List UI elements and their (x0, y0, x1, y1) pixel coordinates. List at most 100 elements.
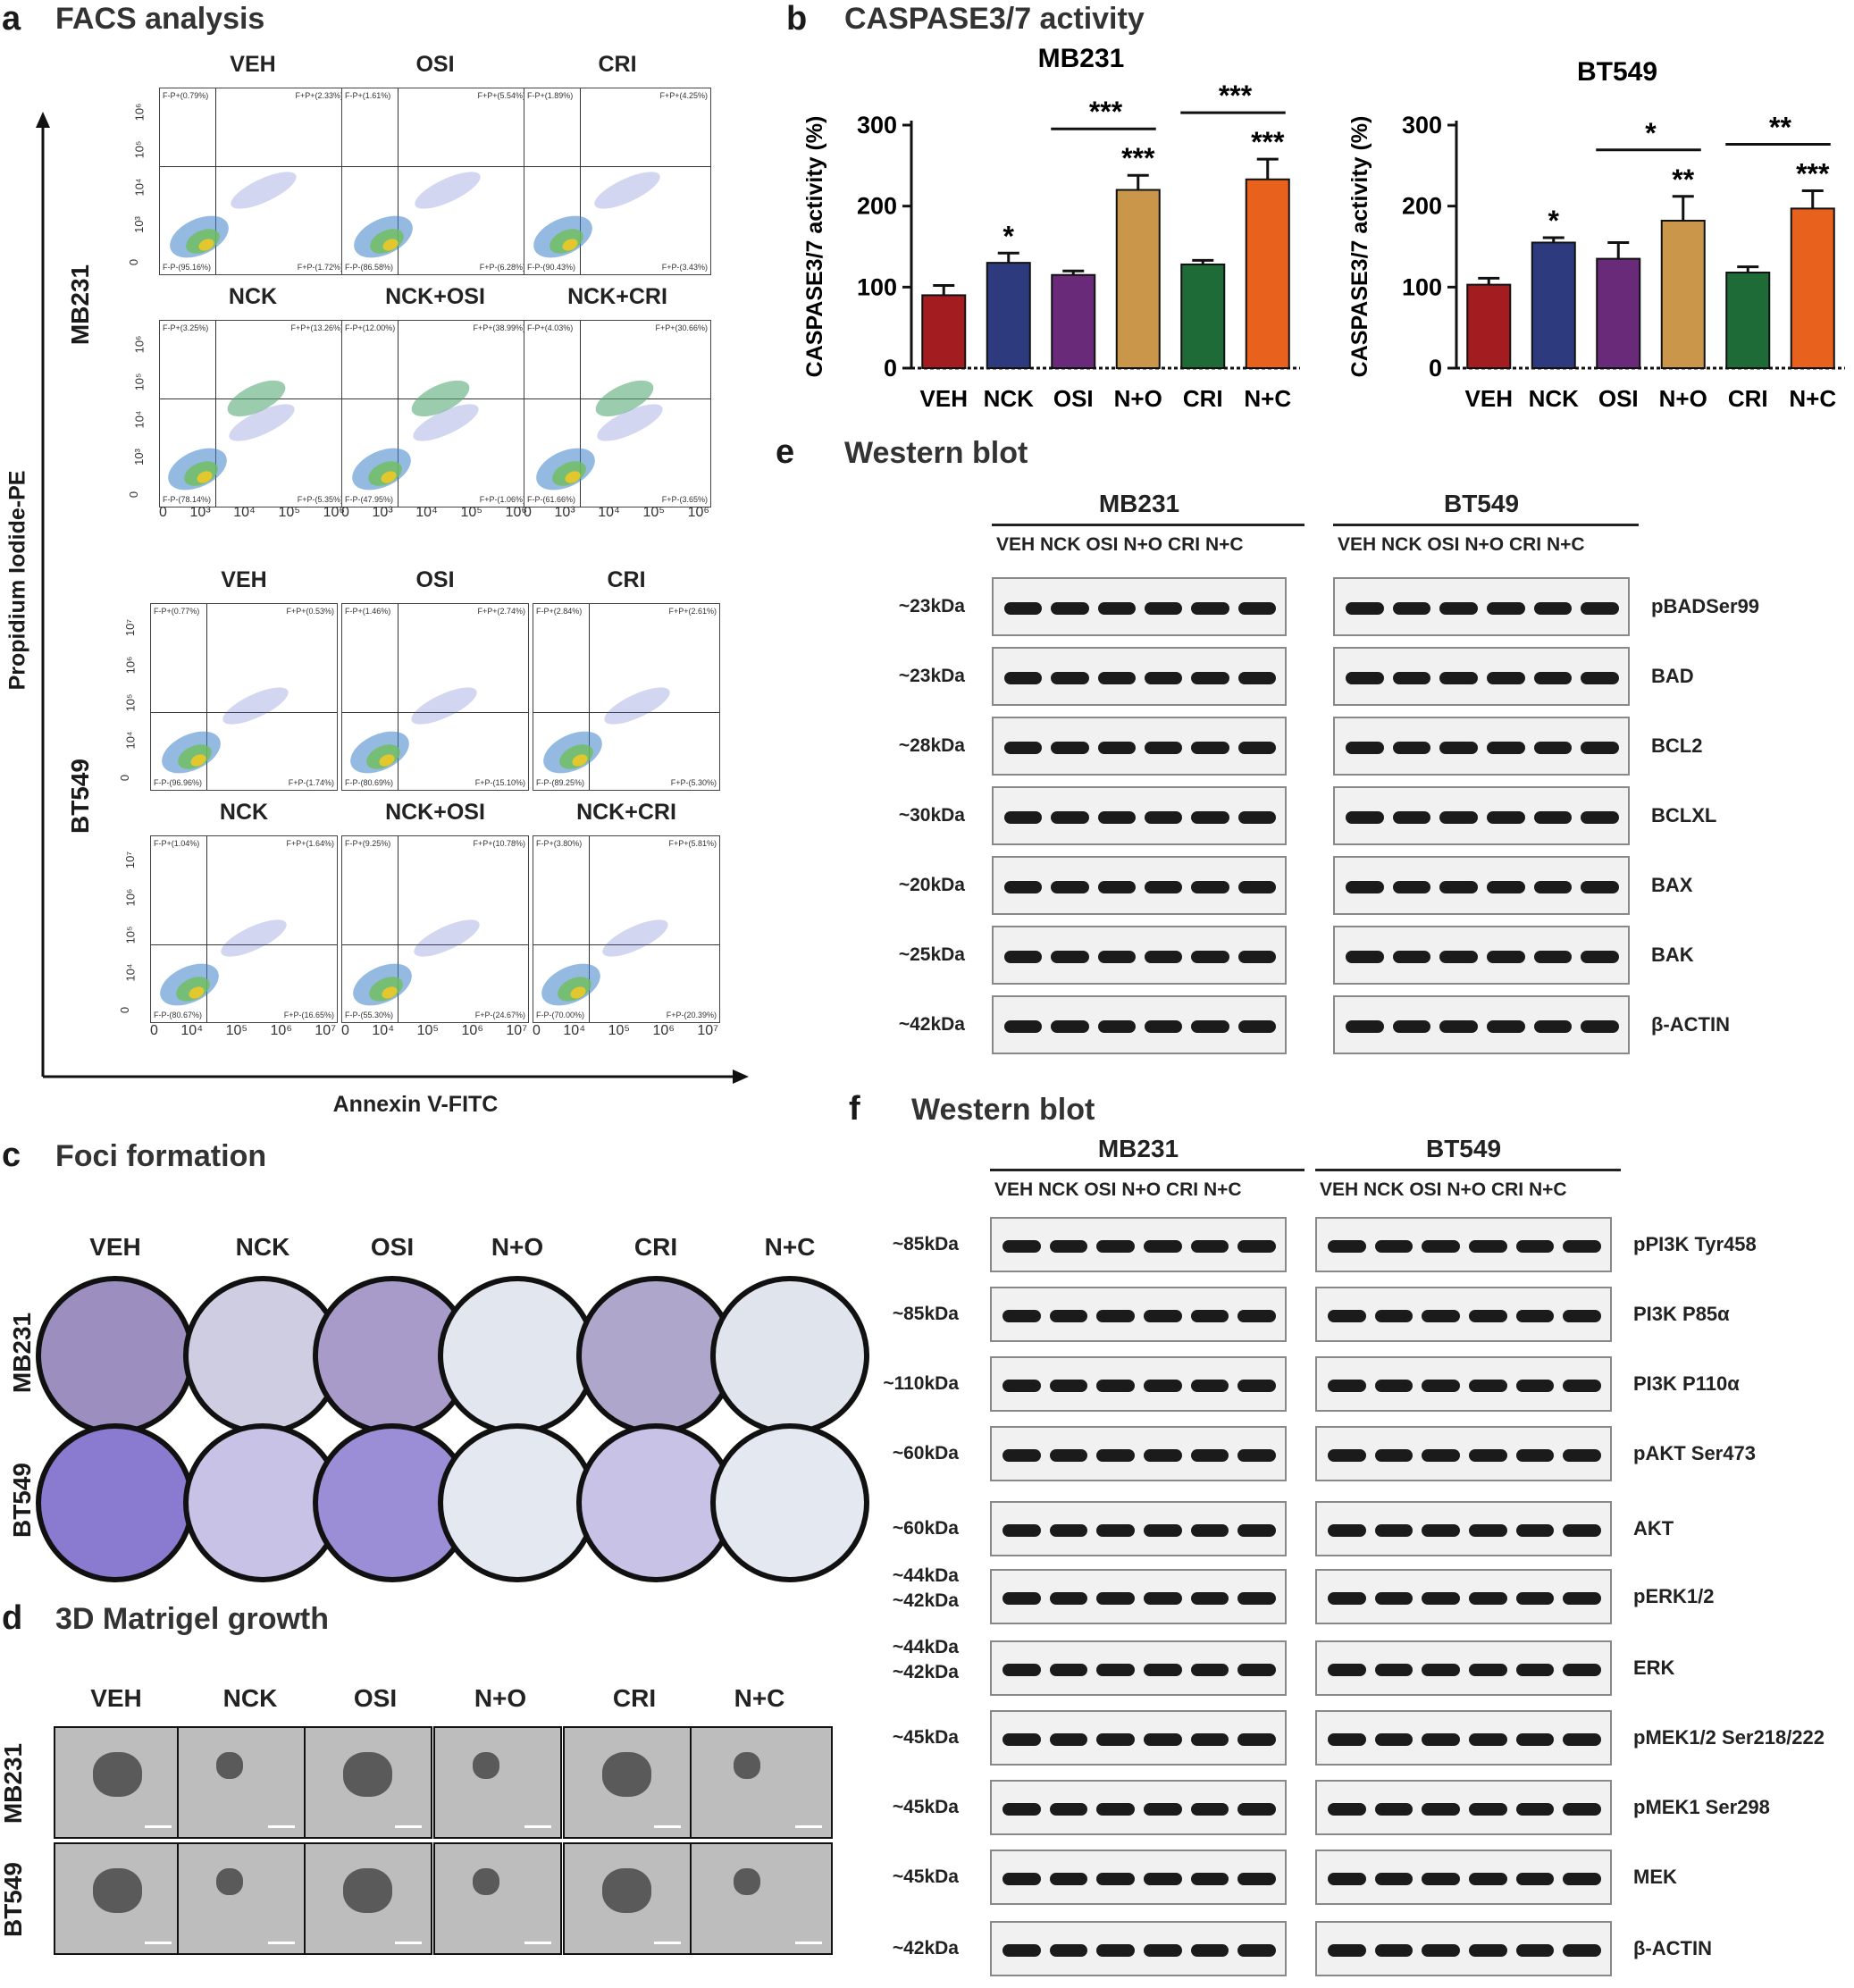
facs-quadrant-value: F-P+(12.00%) (345, 323, 396, 332)
facs-x-tick: 10⁵ (416, 1023, 440, 1038)
wb-header-underline (992, 524, 1305, 526)
facs-gate-hline (342, 166, 528, 167)
wb-band (1049, 1310, 1088, 1322)
wb-band (1237, 1733, 1276, 1746)
wb-band (1392, 811, 1431, 824)
facs-quadrant-value: F-P+(0.77%) (154, 607, 200, 616)
facs-event-cloud (216, 912, 291, 964)
wb-band (1346, 672, 1384, 684)
wb-kda-label: ~110kDa (883, 1373, 959, 1394)
wb-kda-label: ~30kDa (898, 805, 965, 826)
matrigel-image (54, 1842, 182, 1955)
wb-blot-strip (992, 926, 1287, 985)
wb-band (1439, 811, 1478, 824)
wb-band (1392, 881, 1431, 893)
wb-band (1190, 1310, 1229, 1322)
chart-significance-star: * (1003, 220, 1015, 252)
wb-band (1237, 1664, 1276, 1676)
facs-gate-vline (580, 321, 581, 507)
facs-quadrant-value: F-P-(80.67%) (154, 1011, 203, 1019)
facs-quadrant-value: F+P-(20.39%) (666, 1011, 717, 1019)
chart-bar (1051, 273, 1096, 370)
facs-quadrant-value: F-P+(2.84%) (536, 607, 583, 616)
facs-gate-vline (215, 88, 216, 274)
wb-band (1422, 1733, 1460, 1746)
wb-band (1392, 672, 1431, 684)
matrigel-colony (343, 1751, 392, 1797)
chart-significance-star: * (1548, 205, 1560, 237)
facs-y-tick: 10⁴ (123, 731, 138, 750)
wb-band (1191, 742, 1229, 754)
caspase-chart-bt549: BT549 CASPASE3/7 activity (%) 0 100 200 300 VE… (1347, 57, 1845, 412)
matrigel-colony (733, 1751, 760, 1779)
facs-plot-title: NCK+CRI (567, 284, 667, 309)
wb-band (1190, 1944, 1229, 1957)
wb-band (1487, 1020, 1525, 1033)
facs-plot-title: NCK+OSI (385, 800, 485, 825)
facs-y-tick: 0 (118, 1006, 132, 1014)
matrigel-image (177, 1842, 306, 1955)
matrigel-colony (343, 1867, 392, 1913)
wb-band (1144, 1380, 1182, 1392)
wb-band (1328, 1449, 1366, 1462)
wb-band (1374, 1592, 1414, 1605)
wb-band (1190, 1803, 1229, 1816)
wb-band (1096, 1449, 1135, 1462)
wb-band (1237, 1524, 1276, 1537)
chart-x-tick-label: N+O (1114, 385, 1162, 412)
wb-blot-strip (990, 1356, 1287, 1412)
facs-x-tick: 10⁶ (687, 505, 709, 520)
wb-blot-strip (1315, 1780, 1612, 1835)
facs-gate-vline (206, 604, 207, 790)
facs-gate-hline (151, 712, 337, 713)
wb-band (1487, 881, 1525, 893)
wb-protein-label: PI3K P85α (1633, 1303, 1730, 1325)
wb-band (1533, 951, 1573, 963)
wb-band (1328, 1873, 1366, 1885)
panel-d-title: 3D Matrigel growth (55, 1602, 330, 1636)
chart-x-tick-label: N+C (1789, 385, 1836, 412)
panel-a-letter: a (2, 0, 21, 38)
facs-y-tick: 0 (127, 258, 141, 266)
wb-band (1581, 672, 1619, 684)
scale-bar (795, 1942, 822, 1944)
facs-event-cloud (600, 680, 675, 732)
facs-axes (36, 112, 749, 1084)
wb-band (1581, 1020, 1619, 1033)
wb-band (1581, 951, 1619, 963)
chart-significance-star: *** (1121, 142, 1155, 174)
wb-band (1190, 1664, 1229, 1676)
facs-quadrant-value: F-P-(90.43%) (527, 263, 576, 272)
wb-band (1144, 1240, 1182, 1253)
matrigel-image (54, 1726, 182, 1839)
chart-significance-star: *** (1251, 126, 1285, 158)
facs-quadrant-value: F+P+(30.66%) (655, 323, 708, 332)
wb-band (1144, 1592, 1182, 1605)
wb-kda-label: ~42kDa (892, 1662, 959, 1682)
facs-quadrant-value: F-P+(4.03%) (527, 323, 574, 332)
wb-band (1145, 672, 1183, 684)
wb-band (1237, 1873, 1276, 1885)
facs-gate-hline (160, 166, 346, 167)
wb-band (1439, 1020, 1478, 1033)
wb-band (1328, 1380, 1366, 1392)
foci-column-label: VEH (89, 1233, 141, 1261)
chart-x-tick-label: NCK (1529, 385, 1580, 412)
facs-plot: F-P+(9.25%) F+P+(10.78%) F-P-(55.30%) F+P-(… (341, 835, 529, 1023)
wb-band (1003, 1449, 1041, 1462)
chart-x-tick-label: CRI (1728, 385, 1768, 412)
wb-band (1191, 1020, 1229, 1033)
wb-band (1328, 1803, 1366, 1816)
facs-x-tick: 10⁵ (225, 1023, 248, 1038)
wb-band (1392, 951, 1431, 963)
wb-band (1004, 951, 1043, 963)
wb-band (1190, 1592, 1229, 1605)
foci-column-label: N+C (764, 1233, 816, 1261)
wb-cell-line-header: BT549 (1425, 1135, 1502, 1162)
wb-band (1374, 1664, 1414, 1676)
wb-band (1346, 881, 1384, 893)
wb-blot-strip (992, 577, 1287, 636)
wb-blot-strip (992, 717, 1287, 776)
wb-blot-strip (1315, 1710, 1612, 1766)
wb-band (1469, 1733, 1507, 1746)
